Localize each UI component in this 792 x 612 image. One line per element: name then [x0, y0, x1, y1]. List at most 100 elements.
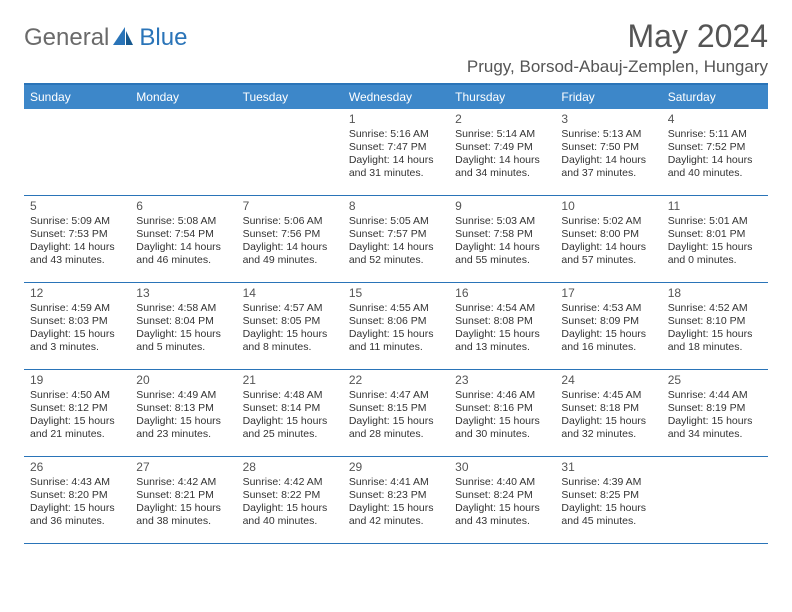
- daylight-text-2: and 52 minutes.: [349, 254, 443, 267]
- daylight-text-1: Daylight: 15 hours: [455, 415, 549, 428]
- day-number: 14: [243, 286, 337, 301]
- daylight-text-1: Daylight: 14 hours: [561, 154, 655, 167]
- day-cell: 19Sunrise: 4:50 AMSunset: 8:12 PMDayligh…: [24, 370, 130, 456]
- day-cell: 7Sunrise: 5:06 AMSunset: 7:56 PMDaylight…: [237, 196, 343, 282]
- sunrise-text: Sunrise: 5:08 AM: [136, 215, 230, 228]
- daylight-text-1: Daylight: 14 hours: [349, 154, 443, 167]
- sunset-text: Sunset: 8:12 PM: [30, 402, 124, 415]
- day-number: 10: [561, 199, 655, 214]
- day-number: 4: [668, 112, 762, 127]
- daylight-text-1: Daylight: 14 hours: [561, 241, 655, 254]
- day-number: 29: [349, 460, 443, 475]
- sunset-text: Sunset: 8:13 PM: [136, 402, 230, 415]
- daylight-text-2: and 34 minutes.: [455, 167, 549, 180]
- sunrise-text: Sunrise: 5:09 AM: [30, 215, 124, 228]
- sunrise-text: Sunrise: 4:39 AM: [561, 476, 655, 489]
- daylight-text-2: and 36 minutes.: [30, 515, 124, 528]
- weekday-wednesday: Wednesday: [343, 85, 449, 109]
- sunset-text: Sunset: 8:10 PM: [668, 315, 762, 328]
- daylight-text-2: and 32 minutes.: [561, 428, 655, 441]
- daylight-text-2: and 5 minutes.: [136, 341, 230, 354]
- daylight-text-1: Daylight: 15 hours: [668, 415, 762, 428]
- daylight-text-2: and 21 minutes.: [30, 428, 124, 441]
- daylight-text-2: and 3 minutes.: [30, 341, 124, 354]
- daylight-text-2: and 46 minutes.: [136, 254, 230, 267]
- daylight-text-2: and 45 minutes.: [561, 515, 655, 528]
- weekday-header: Sunday Monday Tuesday Wednesday Thursday…: [24, 85, 768, 109]
- day-number: 3: [561, 112, 655, 127]
- daylight-text-2: and 13 minutes.: [455, 341, 549, 354]
- daylight-text-1: Daylight: 15 hours: [668, 328, 762, 341]
- day-number: 11: [668, 199, 762, 214]
- daylight-text-2: and 42 minutes.: [349, 515, 443, 528]
- sunset-text: Sunset: 7:50 PM: [561, 141, 655, 154]
- sunset-text: Sunset: 8:14 PM: [243, 402, 337, 415]
- weekday-friday: Friday: [555, 85, 661, 109]
- day-cell: 28Sunrise: 4:42 AMSunset: 8:22 PMDayligh…: [237, 457, 343, 543]
- daylight-text-2: and 43 minutes.: [30, 254, 124, 267]
- day-cell: 3Sunrise: 5:13 AMSunset: 7:50 PMDaylight…: [555, 109, 661, 195]
- day-cell: 31Sunrise: 4:39 AMSunset: 8:25 PMDayligh…: [555, 457, 661, 543]
- day-cell: 25Sunrise: 4:44 AMSunset: 8:19 PMDayligh…: [662, 370, 768, 456]
- week-row: 19Sunrise: 4:50 AMSunset: 8:12 PMDayligh…: [24, 370, 768, 457]
- sunrise-text: Sunrise: 5:05 AM: [349, 215, 443, 228]
- day-cell: 2Sunrise: 5:14 AMSunset: 7:49 PMDaylight…: [449, 109, 555, 195]
- sunrise-text: Sunrise: 4:48 AM: [243, 389, 337, 402]
- daylight-text-2: and 43 minutes.: [455, 515, 549, 528]
- daylight-text-1: Daylight: 15 hours: [561, 328, 655, 341]
- day-number: 12: [30, 286, 124, 301]
- daylight-text-2: and 31 minutes.: [349, 167, 443, 180]
- sunset-text: Sunset: 7:56 PM: [243, 228, 337, 241]
- sunrise-text: Sunrise: 4:42 AM: [136, 476, 230, 489]
- sunset-text: Sunset: 8:16 PM: [455, 402, 549, 415]
- daylight-text-1: Daylight: 15 hours: [243, 415, 337, 428]
- sunrise-text: Sunrise: 4:54 AM: [455, 302, 549, 315]
- sunset-text: Sunset: 8:05 PM: [243, 315, 337, 328]
- daylight-text-2: and 49 minutes.: [243, 254, 337, 267]
- day-number: 8: [349, 199, 443, 214]
- sunrise-text: Sunrise: 4:53 AM: [561, 302, 655, 315]
- weekday-tuesday: Tuesday: [237, 85, 343, 109]
- daylight-text-1: Daylight: 15 hours: [561, 415, 655, 428]
- weekday-saturday: Saturday: [662, 85, 768, 109]
- day-number: 7: [243, 199, 337, 214]
- day-cell: 23Sunrise: 4:46 AMSunset: 8:16 PMDayligh…: [449, 370, 555, 456]
- daylight-text-1: Daylight: 14 hours: [30, 241, 124, 254]
- day-cell: 13Sunrise: 4:58 AMSunset: 8:04 PMDayligh…: [130, 283, 236, 369]
- calendar-body: 1Sunrise: 5:16 AMSunset: 7:47 PMDaylight…: [24, 109, 768, 544]
- daylight-text-1: Daylight: 15 hours: [136, 415, 230, 428]
- sunset-text: Sunset: 8:06 PM: [349, 315, 443, 328]
- daylight-text-1: Daylight: 15 hours: [455, 502, 549, 515]
- daylight-text-2: and 25 minutes.: [243, 428, 337, 441]
- day-cell: 4Sunrise: 5:11 AMSunset: 7:52 PMDaylight…: [662, 109, 768, 195]
- daylight-text-2: and 30 minutes.: [455, 428, 549, 441]
- day-cell-empty: [237, 109, 343, 195]
- sunrise-text: Sunrise: 5:02 AM: [561, 215, 655, 228]
- daylight-text-2: and 28 minutes.: [349, 428, 443, 441]
- day-cell: 1Sunrise: 5:16 AMSunset: 7:47 PMDaylight…: [343, 109, 449, 195]
- daylight-text-1: Daylight: 15 hours: [349, 328, 443, 341]
- daylight-text-2: and 11 minutes.: [349, 341, 443, 354]
- daylight-text-1: Daylight: 15 hours: [30, 502, 124, 515]
- brand-blue: Blue: [139, 24, 187, 52]
- sunset-text: Sunset: 7:49 PM: [455, 141, 549, 154]
- week-row: 12Sunrise: 4:59 AMSunset: 8:03 PMDayligh…: [24, 283, 768, 370]
- daylight-text-2: and 23 minutes.: [136, 428, 230, 441]
- daylight-text-1: Daylight: 14 hours: [455, 241, 549, 254]
- sunrise-text: Sunrise: 5:03 AM: [455, 215, 549, 228]
- day-number: 5: [30, 199, 124, 214]
- day-cell: 27Sunrise: 4:42 AMSunset: 8:21 PMDayligh…: [130, 457, 236, 543]
- sunset-text: Sunset: 7:58 PM: [455, 228, 549, 241]
- sunrise-text: Sunrise: 4:45 AM: [561, 389, 655, 402]
- daylight-text-2: and 8 minutes.: [243, 341, 337, 354]
- sunset-text: Sunset: 8:20 PM: [30, 489, 124, 502]
- sunrise-text: Sunrise: 4:46 AM: [455, 389, 549, 402]
- sunset-text: Sunset: 7:47 PM: [349, 141, 443, 154]
- day-cell-empty: [662, 457, 768, 543]
- sunset-text: Sunset: 8:03 PM: [30, 315, 124, 328]
- day-cell-empty: [24, 109, 130, 195]
- sunrise-text: Sunrise: 4:57 AM: [243, 302, 337, 315]
- day-number: 6: [136, 199, 230, 214]
- daylight-text-2: and 40 minutes.: [668, 167, 762, 180]
- day-cell: 20Sunrise: 4:49 AMSunset: 8:13 PMDayligh…: [130, 370, 236, 456]
